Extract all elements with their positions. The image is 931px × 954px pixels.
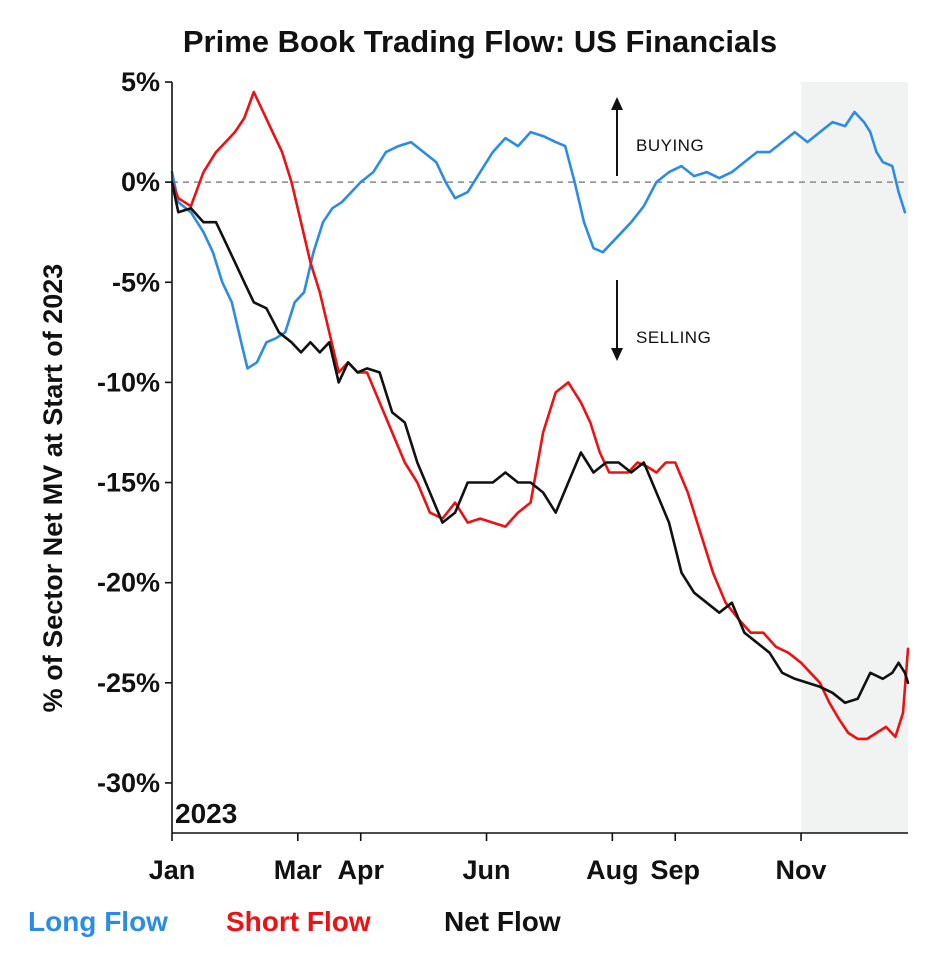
plot-background <box>801 82 908 833</box>
x-axis-ticks: Jan Mar Apr Jun Aug Sep Nov <box>149 833 827 885</box>
series-layer <box>170 90 910 741</box>
y-tick-label: 5% <box>121 67 160 97</box>
buying-arrowhead <box>611 97 623 110</box>
y-tick-label: 0% <box>121 167 160 197</box>
y-tick-label: -15% <box>97 468 160 498</box>
series-line-net-flow <box>170 180 910 705</box>
y-tick-label: -25% <box>97 668 160 698</box>
chart-title: Prime Book Trading Flow: US Financials <box>183 24 777 59</box>
y-tick-label: -30% <box>97 768 160 798</box>
legend-item-short-flow: Short Flow <box>226 906 371 937</box>
selling-label: SELLING <box>636 328 711 347</box>
y-axis-ticks: 5% 0% -5% -10% -15% -20% -25% -30% <box>97 67 172 798</box>
x-tick-label: Apr <box>337 855 384 885</box>
series-line-short-flow <box>170 90 910 741</box>
x-tick-label: Mar <box>274 855 323 885</box>
legend: Long Flow Short Flow Net Flow <box>28 906 561 937</box>
year-label: 2023 <box>175 798 237 829</box>
y-tick-label: -5% <box>112 267 160 297</box>
series-line-long-flow <box>170 110 907 370</box>
shaded-region <box>801 82 908 833</box>
legend-item-net-flow: Net Flow <box>444 906 561 937</box>
selling-arrowhead <box>611 348 623 361</box>
x-tick-label: Aug <box>586 855 638 885</box>
x-tick-label: Nov <box>776 855 827 885</box>
y-tick-label: -20% <box>97 568 160 598</box>
y-tick-label: -10% <box>97 367 160 397</box>
x-tick-label: Sep <box>650 855 700 885</box>
x-tick-label: Jun <box>463 855 511 885</box>
legend-item-long-flow: Long Flow <box>28 906 168 937</box>
y-axis-label: % of Sector Net MV at Start of 2023 <box>38 264 68 713</box>
x-tick-label: Jan <box>149 855 196 885</box>
plot-frame <box>171 82 908 834</box>
annotations: BUYING SELLING <box>611 97 711 361</box>
buying-label: BUYING <box>636 136 704 155</box>
